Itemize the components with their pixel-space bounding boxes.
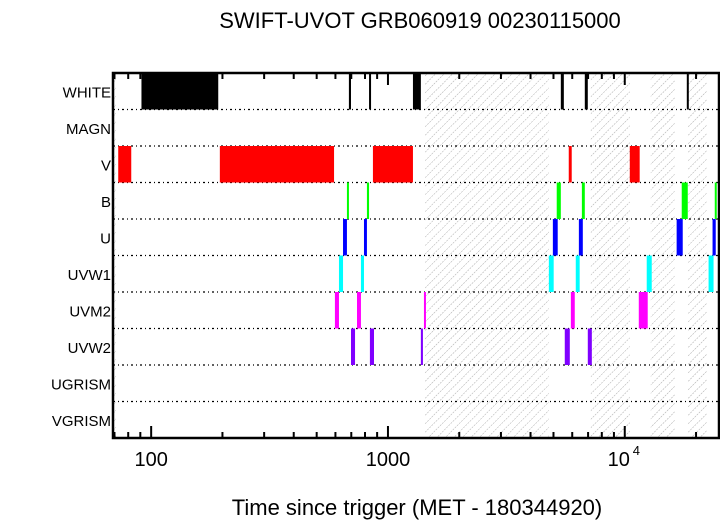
plot-frame <box>111 71 720 440</box>
x-tick-label: 10 <box>608 449 630 471</box>
bar-uvw2 <box>564 328 570 365</box>
bar-b <box>346 182 349 219</box>
bar-b <box>714 182 717 219</box>
row-label-b: B <box>101 194 111 211</box>
bar-white <box>141 73 219 110</box>
bar-v <box>118 146 132 183</box>
hatched-region <box>424 73 549 438</box>
bar-uvw2 <box>420 328 423 365</box>
bar-white <box>686 73 689 110</box>
x-tick-label: 100 <box>134 449 167 471</box>
bar-white <box>412 73 421 110</box>
hatched-region <box>687 73 707 438</box>
bar-u <box>343 219 347 256</box>
row-label-vgrism: VGRISM <box>52 413 111 430</box>
bar-b <box>366 182 370 219</box>
bar-white <box>369 73 372 110</box>
bar-white <box>348 73 351 110</box>
bar-uvw2 <box>369 328 374 365</box>
bar-u <box>552 219 558 256</box>
bar-u <box>712 219 716 256</box>
bar-v <box>219 146 335 183</box>
hatched-regions <box>113 73 707 438</box>
row-label-ugrism: UGRISM <box>51 376 111 393</box>
row-label-u: U <box>100 230 111 247</box>
bar-white <box>584 73 588 110</box>
bar-uvm2 <box>570 292 575 329</box>
row-label-uvw1: UVW1 <box>68 267 111 284</box>
bar-b <box>581 182 585 219</box>
bar-v <box>372 146 413 183</box>
row-label-magn: MAGN <box>66 121 111 138</box>
bar-uvw2 <box>350 328 356 365</box>
bar-uvw1 <box>338 255 344 292</box>
bar-uvm2 <box>356 292 361 329</box>
bar-uvw1 <box>575 255 580 292</box>
bar-uvw1 <box>646 255 652 292</box>
bar-uvw1 <box>360 255 364 292</box>
exposure-bars <box>118 73 717 365</box>
bar-uvm2 <box>334 292 339 329</box>
bar-u <box>363 219 367 256</box>
hatched-region <box>590 73 630 438</box>
bar-b <box>681 182 688 219</box>
x-tick-label-exponent: 4 <box>633 443 640 458</box>
bar-uvm2 <box>638 292 648 329</box>
bar-uvw1 <box>548 255 554 292</box>
x-axis-label: Time since trigger (MET - 180344920) <box>232 495 603 520</box>
row-label-uvw2: UVW2 <box>68 340 111 357</box>
bar-v <box>629 146 640 183</box>
bar-v <box>568 146 572 183</box>
row-label-white: WHITE <box>63 84 111 101</box>
bar-uvw1 <box>708 255 714 292</box>
x-tick-label: 1000 <box>366 449 411 471</box>
row-labels: WHITE MAGN V B U UVW1 UVM2 UVW2 UGRISM VGRISM <box>51 84 111 430</box>
bar-b <box>556 182 561 219</box>
bar-white <box>560 73 564 110</box>
chart-title: SWIFT-UVOT GRB060919 00230115000 <box>219 8 621 33</box>
bar-u <box>676 219 683 256</box>
bar-u <box>578 219 583 256</box>
row-label-v: V <box>101 157 111 174</box>
row-label-uvm2: UVM2 <box>69 303 111 320</box>
bar-uvw2 <box>587 328 592 365</box>
bar-uvm2 <box>423 292 426 329</box>
